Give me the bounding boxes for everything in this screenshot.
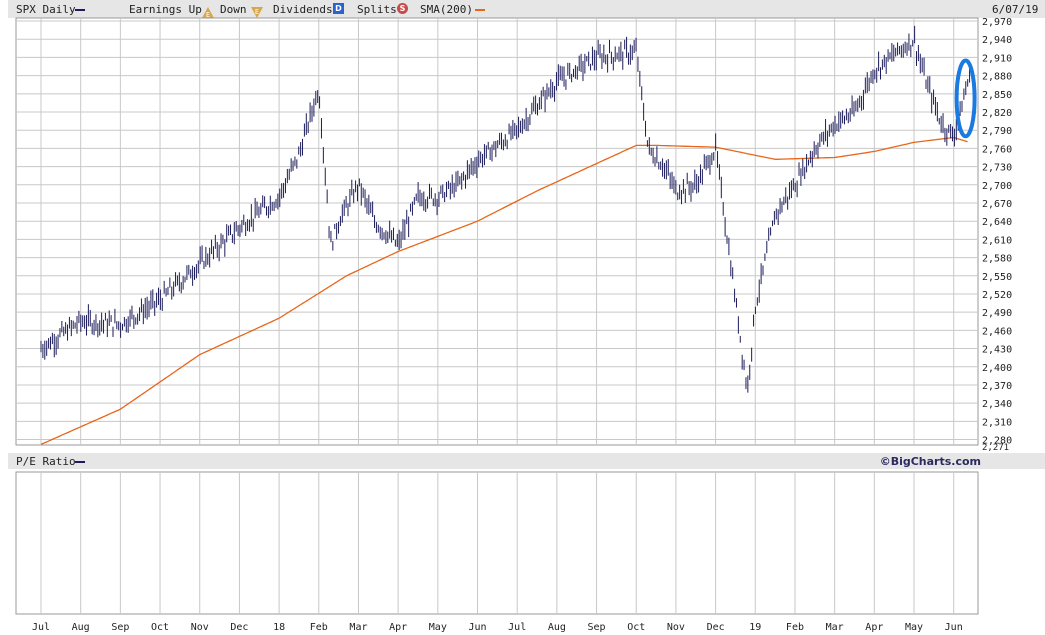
- dividends-label: Dividends: [273, 3, 333, 16]
- x-tick-label: Feb: [310, 622, 328, 633]
- x-tick-label: Sep: [111, 622, 129, 633]
- x-tick-label: Jul: [32, 622, 50, 633]
- x-tick-label: Jun: [468, 622, 486, 633]
- x-tick-label: Nov: [667, 622, 685, 633]
- sma-line: [40, 136, 968, 445]
- pe-label: P/E Ratio: [16, 455, 76, 468]
- x-tick-label: Sep: [588, 622, 606, 633]
- y-tick-label: 2,400: [982, 363, 1012, 374]
- y-tick-label: 2,880: [982, 72, 1012, 83]
- y-tick-label: 2,580: [982, 254, 1012, 265]
- earnings-down-label: Down: [220, 3, 247, 16]
- sma-swatch-icon: [475, 9, 485, 11]
- pe-plot-frame: [15, 471, 979, 615]
- x-tick-label: May: [905, 622, 923, 633]
- symbol-label: SPX Daily: [16, 3, 76, 16]
- x-tick-label: May: [429, 622, 447, 633]
- y-tick-label: 2,370: [982, 381, 1012, 392]
- y-tick-label: 2,760: [982, 144, 1012, 155]
- y-tick-label: 2,430: [982, 345, 1012, 356]
- y-tick-label: 2,520: [982, 290, 1012, 301]
- x-tick-label: Dec: [707, 622, 725, 633]
- brand-label: ©BigCharts.com: [879, 455, 981, 468]
- y-tick-label: 2,610: [982, 235, 1012, 246]
- triangle-up-icon: E: [202, 3, 214, 19]
- circle-badge-icon: S: [397, 3, 408, 14]
- y-tick-label: 2,820: [982, 108, 1012, 119]
- square-badge-icon: D: [333, 3, 344, 14]
- x-tick-label: Oct: [151, 622, 169, 633]
- x-tick-label: Apr: [865, 622, 883, 633]
- x-tick-label: Aug: [72, 622, 90, 633]
- x-tick-label: Feb: [786, 622, 804, 633]
- x-tick-label: Nov: [191, 622, 209, 633]
- splits-label: Splits: [357, 3, 397, 16]
- y-tick-label: 2,550: [982, 272, 1012, 283]
- y-tick-label: 2,310: [982, 417, 1012, 428]
- y-tick-label: 2,640: [982, 217, 1012, 228]
- sma-label: SMA(200): [420, 3, 473, 16]
- y-tick-label: 2,280: [982, 436, 1012, 447]
- earnings-up-label: Earnings Up: [129, 3, 202, 16]
- x-tick-label: Oct: [627, 622, 645, 633]
- y-tick-label: 2,850: [982, 90, 1012, 101]
- x-tick-label: Mar: [826, 622, 844, 633]
- x-tick-label: Mar: [349, 622, 367, 633]
- y-tick-label: 2,790: [982, 126, 1012, 137]
- price-swatch-icon: [75, 9, 85, 11]
- earnings-up-badge: E: [206, 11, 210, 18]
- y-tick-label: 2,340: [982, 399, 1012, 410]
- price-plot-frame: [15, 17, 979, 446]
- y-tick-label: 2,460: [982, 326, 1012, 337]
- y-tick-label: 2,700: [982, 181, 1012, 192]
- pe-swatch-icon: [75, 461, 85, 463]
- x-tick-label: 18: [273, 622, 285, 633]
- legend-header: SPX Daily Earnings Up E Down E Dividends…: [8, 0, 1045, 19]
- y-tick-label: 2,670: [982, 199, 1012, 210]
- y-tick-label: 2,730: [982, 163, 1012, 174]
- y-min-label: 2,271: [982, 443, 1009, 453]
- y-tick-label: 2,940: [982, 35, 1012, 46]
- earnings-down-badge: E: [255, 8, 259, 16]
- x-tick-label: Jun: [945, 622, 963, 633]
- y-tick-label: 2,970: [982, 17, 1012, 28]
- header-date: 6/07/19: [992, 3, 1039, 16]
- x-tick-label: Dec: [230, 622, 248, 633]
- triangle-down-icon: E: [251, 3, 263, 18]
- x-tick-label: Apr: [389, 622, 407, 633]
- x-tick-label: Aug: [548, 622, 566, 633]
- ellipse-highlight-icon: [954, 58, 977, 139]
- y-tick-label: 2,910: [982, 53, 1012, 64]
- x-tick-label: Jul: [508, 622, 526, 633]
- x-tick-label: 19: [749, 622, 761, 633]
- pe-header: P/E Ratio ©BigCharts.com: [8, 453, 1045, 469]
- y-tick-label: 2,490: [982, 308, 1012, 319]
